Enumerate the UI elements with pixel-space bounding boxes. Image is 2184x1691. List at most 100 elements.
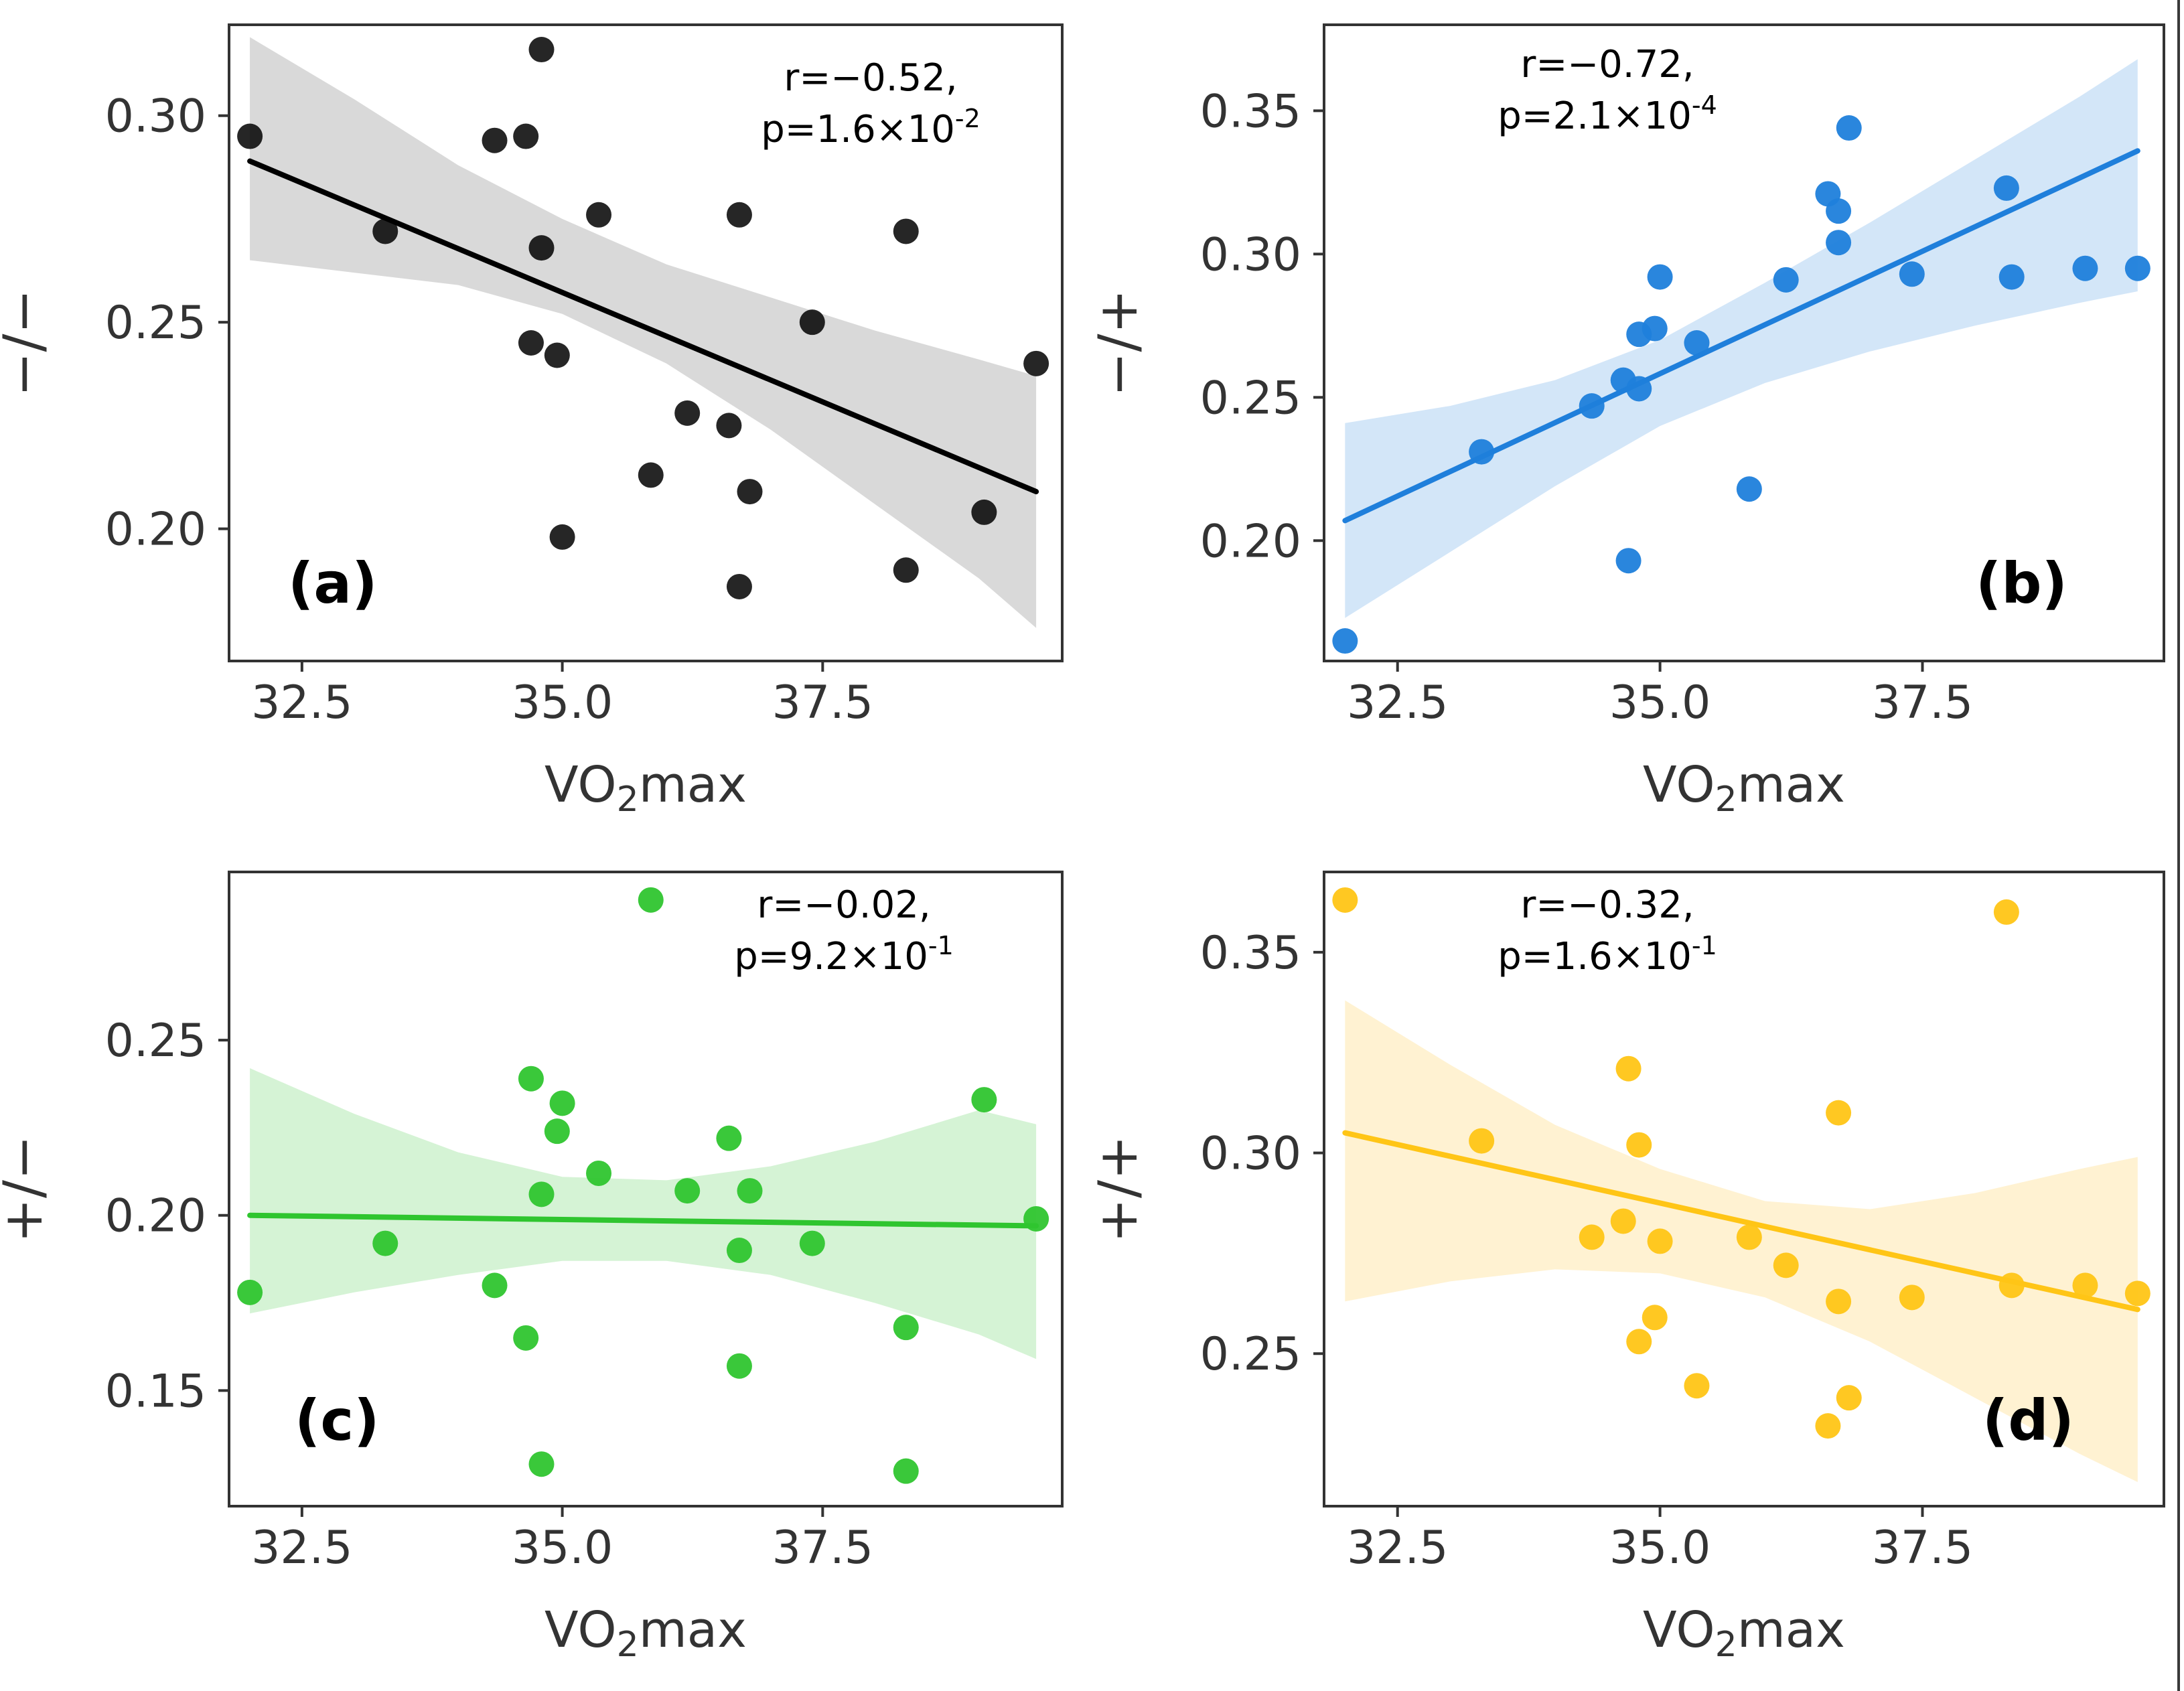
data-point bbox=[513, 1325, 539, 1351]
correlation-r: r=−0.72, bbox=[1520, 43, 1694, 86]
x-tick-label: 37.5 bbox=[772, 676, 873, 729]
data-point bbox=[528, 1181, 555, 1207]
y-tick-label: 0.25 bbox=[105, 1015, 206, 1068]
data-point bbox=[528, 37, 555, 63]
y-tick-label: 0.30 bbox=[1200, 1128, 1301, 1181]
y-axis-label: +/− bbox=[0, 1135, 54, 1243]
panel-label: (a) bbox=[288, 550, 377, 616]
y-axis-label: +/+ bbox=[1087, 1135, 1149, 1243]
data-point bbox=[1332, 628, 1358, 654]
x-tick-label: 35.0 bbox=[1609, 676, 1710, 729]
data-point bbox=[1626, 376, 1652, 402]
data-point bbox=[544, 342, 570, 368]
data-point bbox=[1826, 1100, 1852, 1126]
data-point bbox=[726, 573, 752, 599]
data-point bbox=[2072, 255, 2098, 281]
data-point bbox=[638, 887, 664, 913]
data-point bbox=[544, 1118, 570, 1145]
data-point bbox=[893, 1458, 919, 1484]
data-point bbox=[1579, 1224, 1605, 1250]
correlation-p-base: p=2.1×10 bbox=[1498, 94, 1692, 138]
data-point bbox=[1647, 264, 1673, 290]
data-point bbox=[1023, 350, 1049, 376]
data-point bbox=[799, 1230, 825, 1256]
x-axis-label-main: VO bbox=[1643, 756, 1715, 814]
axes-frame bbox=[1323, 871, 2165, 1508]
data-point bbox=[528, 1451, 555, 1477]
regression-line bbox=[247, 158, 1039, 495]
data-point bbox=[1736, 1224, 1762, 1250]
regression-line bbox=[247, 1212, 1039, 1229]
data-point bbox=[482, 1272, 508, 1299]
data-point bbox=[549, 524, 575, 550]
y-tick-label: 0.20 bbox=[105, 504, 206, 557]
correlation-p: p=2.1×10-4 bbox=[1498, 90, 1717, 138]
data-point bbox=[237, 1279, 263, 1305]
x-axis-label: VO2max bbox=[1643, 756, 1845, 820]
data-point bbox=[716, 413, 742, 439]
x-tick-label: 37.5 bbox=[1872, 1522, 1973, 1574]
x-axis-label-subscript: 2 bbox=[1715, 1625, 1737, 1665]
data-point bbox=[237, 123, 263, 149]
data-point bbox=[1993, 899, 2019, 925]
x-axis-label: VO2max bbox=[544, 756, 747, 820]
data-point bbox=[1626, 1132, 1652, 1158]
x-tick-label: 35.0 bbox=[1609, 1522, 1710, 1574]
x-axis-label-main: VO bbox=[544, 1601, 617, 1659]
x-tick-label: 32.5 bbox=[1347, 676, 1448, 729]
data-point bbox=[1815, 1413, 1841, 1439]
chart-panel-b: 32.5 35.0 37.5 0.20 0.25 0.30 0.35 VO2max −/+ (b)… bbox=[1087, 23, 2165, 820]
data-point bbox=[1993, 175, 2019, 201]
data-point bbox=[1469, 1128, 1495, 1154]
x-axis-label-tail: max bbox=[1737, 756, 1845, 814]
axes-frame bbox=[1323, 23, 2165, 662]
chart-panel-a: 32.5 35.0 37.5 0.20 0.25 0.30 VO2max −/− (a) r=−0… bbox=[0, 23, 1064, 820]
data-point bbox=[372, 218, 398, 244]
x-axis-label-main: VO bbox=[1643, 1601, 1715, 1659]
x-tick-label: 37.5 bbox=[1872, 676, 1973, 729]
data-point bbox=[893, 557, 919, 583]
x-axis-label-tail: max bbox=[1737, 1601, 1845, 1659]
data-point bbox=[1826, 230, 1852, 256]
chart-panel-c: 32.5 35.0 37.5 0.15 0.20 0.25 VO2max +/− (c) r=−0… bbox=[0, 871, 1064, 1665]
data-point bbox=[1615, 548, 1642, 574]
x-tick-label: 37.5 bbox=[772, 1522, 873, 1574]
correlation-r: r=−0.02, bbox=[757, 883, 930, 927]
y-tick-label: 0.30 bbox=[105, 90, 206, 143]
y-tick-label: 0.20 bbox=[1200, 515, 1301, 568]
data-point bbox=[1899, 261, 1925, 287]
y-tick-label: 0.30 bbox=[1200, 228, 1301, 281]
data-point bbox=[893, 218, 919, 244]
data-point bbox=[971, 499, 997, 525]
data-point bbox=[726, 1238, 752, 1264]
y-tick-label: 0.35 bbox=[1200, 927, 1301, 980]
data-point bbox=[674, 1178, 701, 1204]
y-tick-label: 0.35 bbox=[1200, 85, 1301, 138]
x-axis-label-tail: max bbox=[639, 756, 747, 814]
data-point bbox=[1332, 887, 1358, 913]
data-point bbox=[1998, 1272, 2025, 1299]
data-point bbox=[674, 400, 701, 426]
data-point bbox=[1684, 330, 1710, 356]
data-point bbox=[1998, 264, 2025, 290]
data-point bbox=[586, 1160, 612, 1186]
confidence-band bbox=[250, 37, 1037, 628]
correlation-p-exponent: -1 bbox=[928, 931, 954, 960]
correlation-p-exponent: -2 bbox=[955, 104, 980, 133]
data-point bbox=[1773, 267, 1799, 293]
x-tick-label: 35.0 bbox=[512, 1522, 613, 1574]
correlation-p-base: p=1.6×10 bbox=[1498, 935, 1692, 978]
x-axis-label-subscript: 2 bbox=[617, 1625, 639, 1665]
y-tick-label: 0.25 bbox=[1200, 372, 1301, 425]
regression-line bbox=[1342, 148, 2140, 524]
correlation-p-base: p=9.2×10 bbox=[734, 935, 928, 978]
x-axis-label: VO2max bbox=[544, 1601, 747, 1665]
data-point bbox=[1610, 1208, 1636, 1234]
data-point bbox=[1826, 1289, 1852, 1315]
x-axis-label-tail: max bbox=[639, 1601, 747, 1659]
data-point bbox=[1647, 1228, 1673, 1254]
y-tick-label: 0.25 bbox=[1200, 1328, 1301, 1381]
right-border-rule bbox=[2177, 0, 2180, 1691]
data-point bbox=[372, 1230, 398, 1256]
